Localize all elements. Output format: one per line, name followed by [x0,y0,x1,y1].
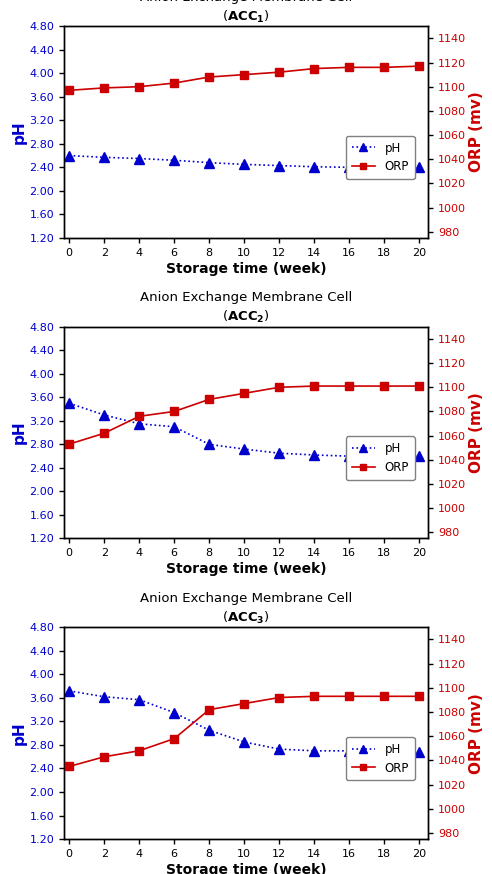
Y-axis label: pH: pH [12,420,27,445]
Y-axis label: ORP (mv): ORP (mv) [469,693,484,773]
X-axis label: Storage time (week): Storage time (week) [166,863,326,874]
Y-axis label: pH: pH [12,121,27,144]
Title: Anion Exchange Membrane Cell
($\mathbf{ACC_2}$): Anion Exchange Membrane Cell ($\mathbf{A… [140,291,352,325]
X-axis label: Storage time (week): Storage time (week) [166,562,326,576]
Y-axis label: ORP (mv): ORP (mv) [469,392,484,473]
Y-axis label: ORP (mv): ORP (mv) [469,92,484,172]
Legend: pH, ORP: pH, ORP [345,436,415,480]
Title: Anion Exchange Membrane Cell
($\mathbf{ACC_3}$): Anion Exchange Membrane Cell ($\mathbf{A… [140,592,352,626]
Legend: pH, ORP: pH, ORP [345,135,415,179]
Legend: pH, ORP: pH, ORP [345,737,415,780]
Title: Anion Exchange Membrane Cell
($\mathbf{ACC_1}$): Anion Exchange Membrane Cell ($\mathbf{A… [140,0,352,24]
Y-axis label: pH: pH [12,721,27,745]
X-axis label: Storage time (week): Storage time (week) [166,262,326,276]
